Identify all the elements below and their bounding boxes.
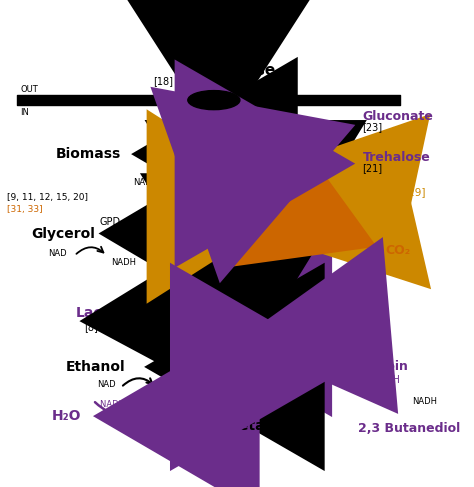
Text: [31, 33]: [31, 33] — [8, 205, 43, 214]
Text: TPI: TPI — [202, 221, 217, 230]
Text: NAD: NAD — [98, 380, 116, 389]
Text: AldH: AldH — [283, 389, 307, 399]
Text: NAD: NAD — [293, 376, 311, 385]
Text: Pyruvate: Pyruvate — [212, 305, 290, 320]
Text: OUT: OUT — [20, 85, 38, 94]
Text: GOx: GOx — [283, 130, 309, 143]
Text: Acetaldehyde: Acetaldehyde — [198, 360, 304, 374]
Text: Trehalose: Trehalose — [363, 151, 430, 164]
FancyBboxPatch shape — [301, 179, 397, 234]
Text: G3P: G3P — [240, 226, 271, 241]
Text: Hxt: Hxt — [205, 95, 222, 105]
Ellipse shape — [188, 91, 240, 110]
Text: [21]: [21] — [363, 164, 383, 173]
Text: Glycerol: Glycerol — [31, 226, 95, 241]
Text: Glucose: Glucose — [188, 147, 249, 161]
Text: NAD: NAD — [200, 169, 219, 178]
Text: O₂: O₂ — [166, 409, 184, 423]
Text: NAD: NAD — [365, 370, 383, 379]
Text: 2,3 Butanediol: 2,3 Butanediol — [358, 422, 460, 435]
Text: LDH: LDH — [165, 290, 188, 300]
Text: IN: IN — [20, 108, 29, 117]
Text: [12]: [12] — [372, 387, 392, 397]
Text: NADH: NADH — [160, 388, 185, 397]
Text: PDC [15, 16]: PDC [15, 16] — [302, 327, 368, 337]
Text: Glucose: Glucose — [208, 63, 275, 78]
Text: Acetate: Acetate — [221, 419, 282, 432]
Text: BdDH: BdDH — [372, 375, 400, 385]
Text: [9, 11, 12, 15, 20]: [9, 11, 12, 15, 20] — [8, 193, 89, 202]
Text: [29]: [29] — [404, 187, 426, 197]
Text: TPS: TPS — [298, 152, 319, 166]
Text: [18]: [18] — [153, 76, 173, 86]
Text: NADH oxidase: NADH oxidase — [100, 400, 160, 409]
Text: GPD: GPD — [99, 217, 120, 226]
Text: DHAP: DHAP — [141, 226, 185, 241]
Text: NADH: NADH — [111, 258, 137, 266]
Text: Biomass: Biomass — [56, 147, 121, 161]
Text: [8]: [8] — [84, 322, 98, 332]
Text: [7]: [7] — [170, 346, 183, 356]
Text: NAD: NAD — [48, 249, 67, 258]
Text: ADH: ADH — [164, 357, 189, 367]
Text: NADH: NADH — [133, 178, 158, 187]
Text: NADH: NADH — [412, 397, 437, 406]
Text: Ethanol: Ethanol — [66, 360, 126, 374]
Text: NAD: NAD — [272, 244, 290, 252]
Text: CO₂: CO₂ — [386, 244, 411, 258]
Text: NADH: NADH — [293, 408, 318, 417]
Text: H₂O: H₂O — [52, 409, 82, 423]
Text: NADH: NADH — [272, 256, 297, 265]
Text: [11]: [11] — [298, 397, 316, 406]
Text: Lactate: Lactate — [76, 306, 135, 320]
Text: [13]: [13] — [121, 410, 139, 419]
Text: Gluconate: Gluconate — [363, 110, 434, 123]
Text: Acetoin: Acetoin — [356, 360, 409, 374]
Text: [23]: [23] — [363, 122, 383, 132]
Text: PPP: PPP — [332, 198, 365, 216]
Text: [20]: [20] — [200, 235, 219, 244]
